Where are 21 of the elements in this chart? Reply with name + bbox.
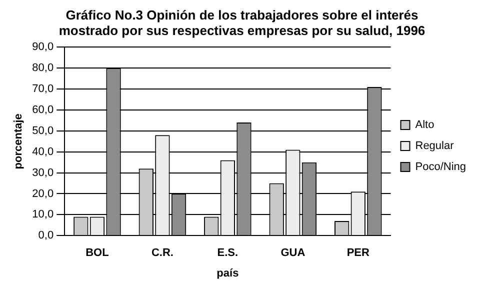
x-tick-label: C.R. xyxy=(151,247,174,260)
legend-label: Poco/Ning xyxy=(415,161,466,174)
y-tick-label: 0,0 xyxy=(38,230,54,242)
x-tick-label: E.S. xyxy=(217,247,238,260)
legend-label: Regular xyxy=(415,140,454,152)
y-tick-label: 50,0 xyxy=(32,124,54,137)
y-tick-label: 90,0 xyxy=(32,41,54,54)
y-tick-label: 80,0 xyxy=(32,62,54,74)
y-tick-label: 20,0 xyxy=(32,188,54,200)
y-tick-label: 10,0 xyxy=(32,208,54,221)
y-tick-label: 60,0 xyxy=(32,104,54,116)
x-tick-label: PER xyxy=(346,247,370,260)
y-tick-label: 40,0 xyxy=(32,146,54,158)
chart-title: Gráfico No.3 Opinión de los trabajadores sobre el interés mostrado por sus respectivas empresas por su salud, 1996 xyxy=(58,7,426,38)
legend-label: Alto xyxy=(415,119,434,132)
y-axis-title: porcentaje xyxy=(12,114,25,170)
x-axis-title: país xyxy=(216,267,239,280)
x-tick-label: GUA xyxy=(280,247,306,260)
y-tick-label: 70,0 xyxy=(32,83,54,96)
x-tick-label: BOL xyxy=(86,247,110,260)
y-tick-label: 30,0 xyxy=(32,166,54,179)
